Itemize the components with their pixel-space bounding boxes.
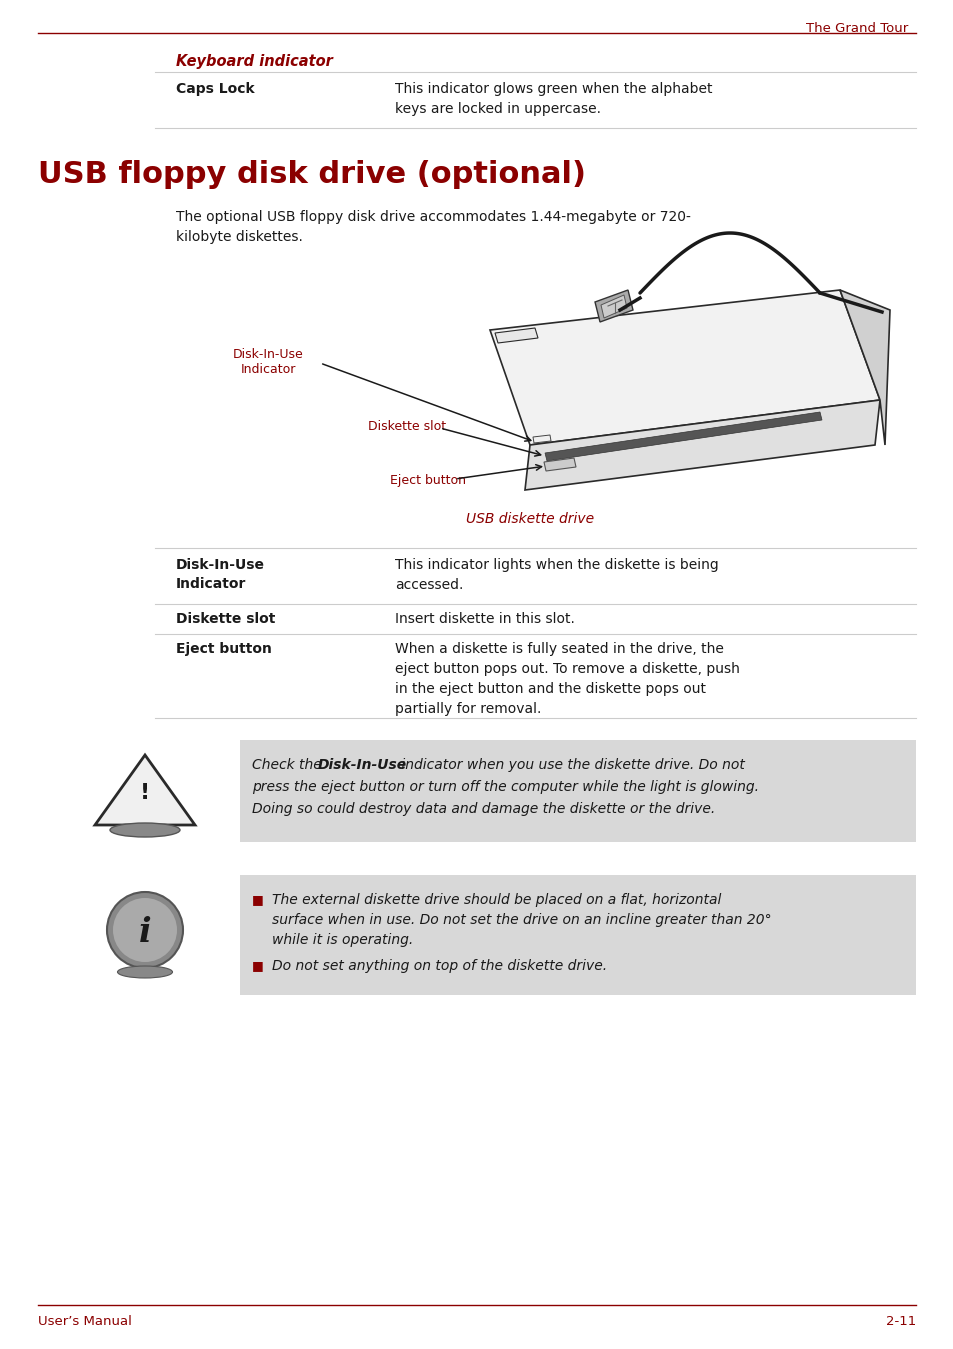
Text: press the eject button or turn off the computer while the light is glowing.: press the eject button or turn off the c…: [252, 780, 759, 795]
Text: Do not set anything on top of the diskette drive.: Do not set anything on top of the disket…: [272, 959, 606, 973]
Text: Eject button: Eject button: [175, 642, 272, 656]
Text: i: i: [138, 916, 152, 948]
Polygon shape: [95, 755, 194, 826]
Polygon shape: [495, 328, 537, 343]
Text: Disk-In-Use
Indicator: Disk-In-Use Indicator: [233, 348, 303, 376]
Text: The Grand Tour: The Grand Tour: [805, 22, 907, 35]
Bar: [240, 876, 915, 996]
Text: The optional USB floppy disk drive accommodates 1.44-megabyte or 720-
kilobyte d: The optional USB floppy disk drive accom…: [175, 210, 690, 244]
Text: This indicator lights when the diskette is being
accessed.: This indicator lights when the diskette …: [395, 558, 718, 592]
Text: 2-11: 2-11: [884, 1315, 915, 1327]
Polygon shape: [600, 295, 626, 318]
Text: USB diskette drive: USB diskette drive: [465, 513, 594, 526]
Polygon shape: [544, 411, 821, 461]
Text: Disk-In-Use
Indicator: Disk-In-Use Indicator: [175, 558, 265, 591]
Text: Diskette slot: Diskette slot: [175, 612, 275, 626]
Text: Doing so could destroy data and damage the diskette or the drive.: Doing so could destroy data and damage t…: [252, 803, 715, 816]
Text: Eject button: Eject button: [390, 473, 465, 487]
Text: ■: ■: [252, 893, 263, 907]
Text: indicator when you use the diskette drive. Do not: indicator when you use the diskette driv…: [396, 758, 744, 772]
Text: ■: ■: [252, 959, 263, 973]
Ellipse shape: [117, 966, 172, 978]
Text: Disk-In-Use: Disk-In-Use: [317, 758, 407, 772]
Text: USB floppy disk drive (optional): USB floppy disk drive (optional): [38, 161, 585, 189]
Polygon shape: [533, 434, 551, 442]
Polygon shape: [524, 401, 879, 490]
Ellipse shape: [110, 823, 180, 836]
Text: When a diskette is fully seated in the drive, the
eject button pops out. To remo: When a diskette is fully seated in the d…: [395, 642, 740, 716]
Text: Check the: Check the: [252, 758, 326, 772]
Text: User’s Manual: User’s Manual: [38, 1315, 132, 1327]
Text: Caps Lock: Caps Lock: [175, 82, 254, 96]
Circle shape: [107, 892, 183, 969]
Circle shape: [112, 898, 177, 962]
Polygon shape: [840, 290, 889, 445]
Text: Keyboard indicator: Keyboard indicator: [175, 54, 333, 69]
Polygon shape: [543, 459, 576, 471]
Text: This indicator glows green when the alphabet
keys are locked in uppercase.: This indicator glows green when the alph…: [395, 82, 712, 116]
Text: Diskette slot: Diskette slot: [368, 420, 446, 433]
Text: Insert diskette in this slot.: Insert diskette in this slot.: [395, 612, 575, 626]
Polygon shape: [595, 290, 633, 322]
Text: The external diskette drive should be placed on a flat, horizontal
surface when : The external diskette drive should be pl…: [272, 893, 771, 947]
Text: !: !: [140, 782, 150, 803]
Polygon shape: [490, 290, 879, 445]
Bar: [240, 741, 915, 842]
